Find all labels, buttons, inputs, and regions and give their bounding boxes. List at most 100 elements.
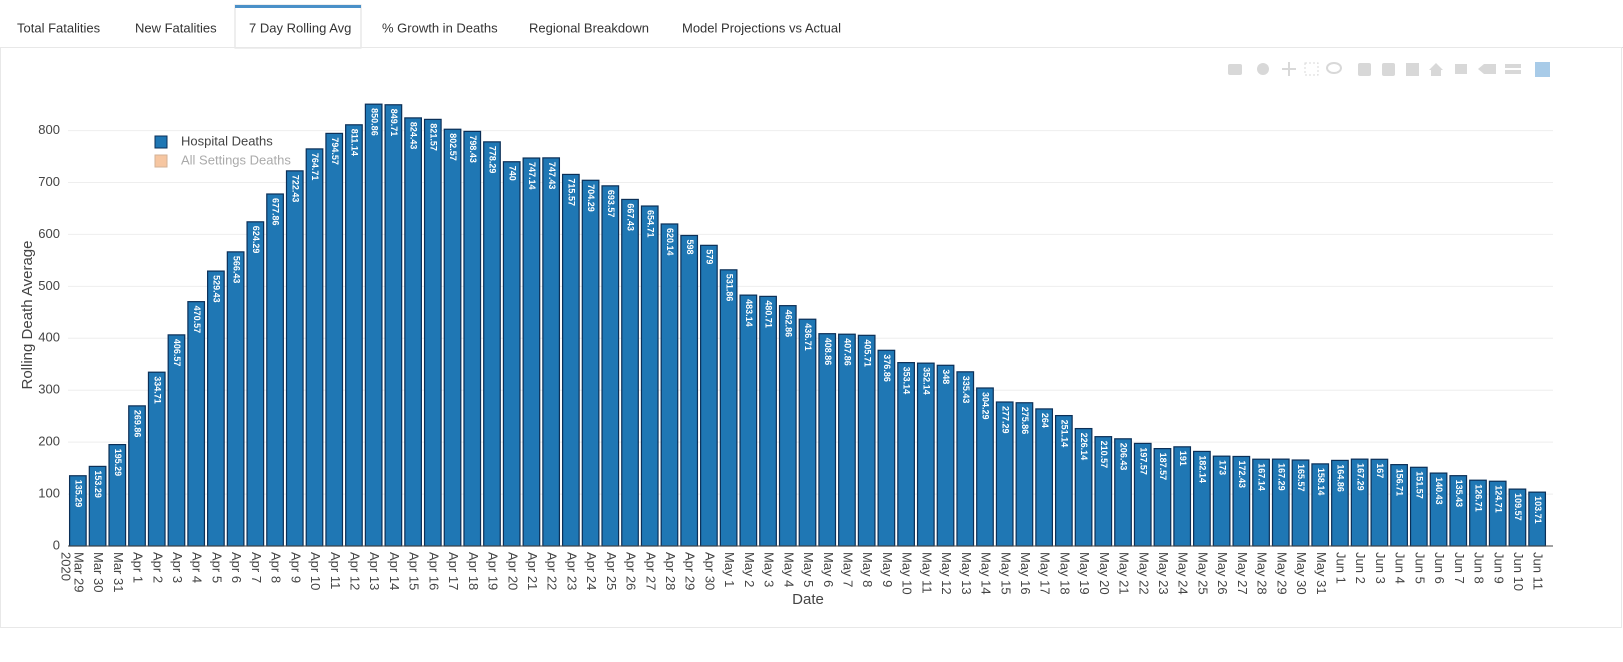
bar-value-label: 334.71 <box>152 376 162 404</box>
bar <box>739 294 758 547</box>
bar-value-label: 821.57 <box>428 123 438 151</box>
legend-swatch[interactable] <box>154 135 168 149</box>
modebar-hover-compare[interactable] <box>1505 64 1521 68</box>
x-tick-label: May 14 <box>979 552 994 595</box>
tab[interactable]: % Growth in Deaths <box>382 20 498 35</box>
legend-label[interactable]: Hospital Deaths <box>181 133 273 148</box>
bar <box>601 185 620 547</box>
bar-value-label: 849.71 <box>389 109 399 137</box>
legend-swatch[interactable] <box>154 154 168 168</box>
bar-value-label: 654.71 <box>645 210 655 238</box>
x-axis-title: Date <box>792 591 824 608</box>
x-tick-label: Apr 14 <box>387 552 402 590</box>
bar-value-label: 747.43 <box>547 162 557 190</box>
bar-value-label: 124.71 <box>1493 485 1503 513</box>
x-tick-label: May 31 <box>1314 552 1329 595</box>
modebar-logo[interactable] <box>1535 62 1550 77</box>
bar-value-label: 135.29 <box>73 480 83 508</box>
bar-value-label: 165.57 <box>1296 464 1306 492</box>
bar <box>640 205 659 547</box>
bar <box>778 305 797 547</box>
modebar-reset[interactable] <box>1429 63 1443 76</box>
bar-value-label: 135.43 <box>1454 480 1464 508</box>
tab[interactable]: Total Fatalities <box>17 20 101 35</box>
bar <box>404 117 422 547</box>
x-tick-label: Apr 6 <box>229 552 244 583</box>
bar-value-label: 153.29 <box>93 470 103 498</box>
bar <box>305 148 324 547</box>
bar-value-label: 197.57 <box>1138 447 1148 475</box>
bar-value-label: 304.29 <box>981 392 991 420</box>
bar-value-label: 195.29 <box>113 449 123 477</box>
y-tick-label: 100 <box>38 486 60 501</box>
bar <box>483 141 501 547</box>
x-tick-label: Apr 21 <box>525 552 540 590</box>
bar-value-label: 167.14 <box>1257 463 1267 491</box>
y-tick-label: 500 <box>38 278 60 293</box>
x-tick-label: Jun 10 <box>1511 552 1526 591</box>
bar <box>207 270 225 547</box>
modebar-lasso[interactable] <box>1326 62 1342 74</box>
x-tick-label: Apr 13 <box>367 552 382 590</box>
x-tick-label: Apr 3 <box>170 552 185 583</box>
chart: Date Rolling Death Average 0 100 200 300 400… <box>19 103 1553 608</box>
modebar-zoom[interactable] <box>1257 63 1269 75</box>
x-tick-label: May 21 <box>1117 552 1132 595</box>
x-tick-label: Jun 5 <box>1412 552 1427 584</box>
x-tick-label: May 26 <box>1215 552 1230 595</box>
x-tick-label: Apr 7 <box>249 552 264 583</box>
bar-value-label: 277.29 <box>1000 406 1010 434</box>
modebar-select[interactable] <box>1304 62 1319 76</box>
bar-value-label: 677.86 <box>271 198 281 226</box>
bar-value-label: 187.57 <box>1158 453 1168 481</box>
y-tick-label: 400 <box>38 330 60 345</box>
bar-value-label: 269.86 <box>133 410 143 438</box>
tab[interactable]: New Fatalities <box>135 20 217 35</box>
modebar-pan-v <box>1288 62 1290 76</box>
bar-value-label: 778.29 <box>488 146 498 174</box>
bar <box>561 173 580 547</box>
bar-value-label: 167 <box>1375 463 1385 478</box>
bar-value-label: 158.14 <box>1316 468 1326 496</box>
bar-value-label: 103.71 <box>1533 496 1543 524</box>
x-tick-label: May 16 <box>1018 552 1033 595</box>
x-tick-label: May 9 <box>880 552 895 587</box>
bar <box>266 193 284 547</box>
bar <box>345 124 363 547</box>
legend-label[interactable]: All Settings Deaths <box>181 152 291 167</box>
x-tick-label: May 23 <box>1156 552 1171 595</box>
x-tick-label: Jun 1 <box>1334 552 1349 584</box>
y-tick-label: 200 <box>38 434 60 449</box>
x-tick-label: May 3 <box>762 552 777 587</box>
modebar-camera[interactable] <box>1228 64 1242 75</box>
x-tick-label: May 30 <box>1294 552 1309 595</box>
tab[interactable]: 7 Day Rolling Avg <box>249 20 351 35</box>
modebar-autoscale[interactable] <box>1406 63 1419 76</box>
modebar-hover-closest[interactable] <box>1478 64 1496 74</box>
bar-value-label: 529.43 <box>212 275 222 303</box>
x-tick-label: Apr 19 <box>486 552 501 590</box>
bar-value-label: 348 <box>941 369 951 384</box>
modebar-zoom-in[interactable] <box>1358 63 1371 76</box>
x-tick-label: May 17 <box>1038 552 1053 595</box>
bar-value-label: 470.57 <box>192 306 202 334</box>
x-tick-label: Apr 2 <box>150 552 165 583</box>
modebar-spike[interactable] <box>1455 64 1467 74</box>
tab[interactable]: Model Projections vs Actual <box>682 20 841 35</box>
active-tab[interactable] <box>234 4 362 49</box>
x-tick-label: Mar 31 <box>111 552 126 592</box>
panel-border <box>0 47 1622 628</box>
bar-value-label: 335.43 <box>961 376 971 404</box>
x-tick-label: Apr 15 <box>407 552 422 590</box>
x-tick-label: Apr 4 <box>190 552 205 583</box>
x-tick-label: Mar 29 <box>71 552 86 592</box>
bar-value-label: 667.43 <box>626 203 636 231</box>
bar <box>759 295 777 547</box>
bar-value-label: 408.86 <box>823 338 833 366</box>
bar <box>700 244 718 547</box>
x-tick-label: May 20 <box>1097 552 1112 595</box>
bar-value-label: 566.43 <box>231 256 241 284</box>
tab[interactable]: Regional Breakdown <box>529 20 649 35</box>
modebar-zoom-out[interactable] <box>1382 63 1395 76</box>
